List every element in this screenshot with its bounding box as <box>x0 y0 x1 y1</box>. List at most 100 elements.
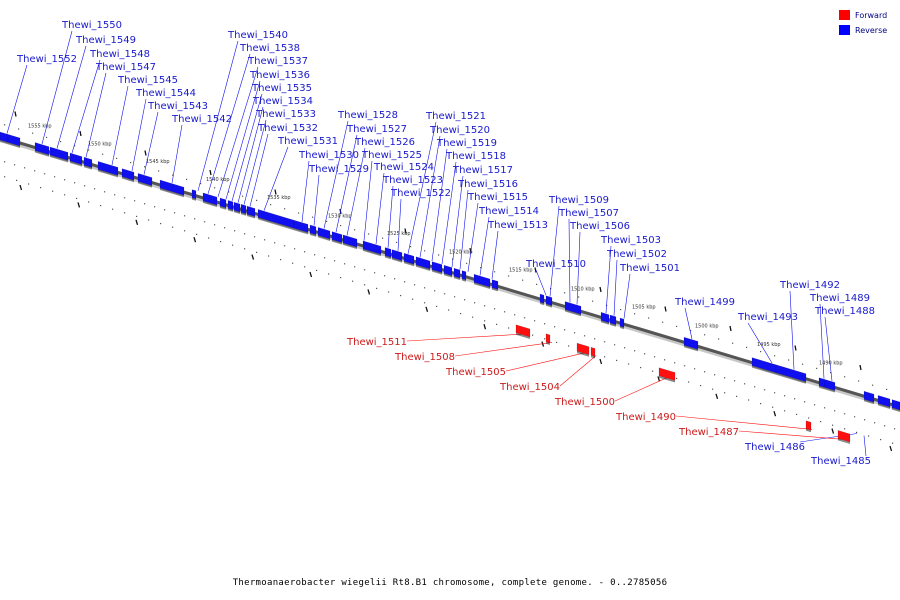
tick-dot-lower <box>112 208 114 210</box>
lower-tick <box>773 411 777 417</box>
reverse-gene-46-shade <box>878 403 890 409</box>
reverse-gene-8 <box>137 173 153 186</box>
leader-line <box>747 322 773 364</box>
tick-dot-mid <box>894 428 896 430</box>
reverse-gene-8-shade <box>138 181 152 188</box>
tick-dot-mid <box>454 296 456 298</box>
gene-label-thewi-1514: Thewi_1514 <box>478 206 539 217</box>
label-leader-lines <box>6 30 867 457</box>
gene-label-thewi-1505: Thewi_1505 <box>445 367 506 378</box>
gene-label-thewi-1515: Thewi_1515 <box>467 192 528 203</box>
tick-dot-mid <box>434 290 436 292</box>
reverse-gene-22 <box>342 234 358 248</box>
tick-dot-lower <box>472 316 474 318</box>
reverse-gene-6 <box>97 161 119 176</box>
tick-dot-mid <box>254 236 256 238</box>
reverse-gene-11 <box>202 192 218 206</box>
gene-label-thewi-1510: Thewi_1510 <box>525 259 586 270</box>
reverse-gene-27 <box>415 256 431 270</box>
leader-line <box>363 160 373 241</box>
leader-line <box>313 174 320 226</box>
tick-dot-upper <box>788 359 790 361</box>
tick-dot-mid <box>64 179 66 181</box>
tick-dot-mid <box>854 416 856 418</box>
gene-label-thewi-1548: Thewi_1548 <box>89 49 150 60</box>
gene-label-thewi-1523: Thewi_1523 <box>382 175 443 186</box>
gene-label-thewi-1485: Thewi_1485 <box>810 456 871 467</box>
tick-dot-upper <box>718 338 720 340</box>
leader-line <box>431 148 448 262</box>
tick-dot-upper <box>802 363 804 365</box>
tick-dot-upper <box>228 191 230 193</box>
tick-dot-lower <box>160 223 162 225</box>
reverse-gene-45 <box>863 390 875 403</box>
reverse-gene-10 <box>191 189 197 200</box>
tick-dot-mid <box>364 269 366 271</box>
tick-dot-mid <box>594 338 596 340</box>
gene-label-thewi-1508: Thewi_1508 <box>394 352 455 363</box>
tick-dot-mid <box>264 239 266 241</box>
tick-dot-lower <box>100 205 102 207</box>
leader-line <box>197 40 239 191</box>
reverse-gene-47-shade <box>892 407 900 412</box>
gene-label-thewi-1536: Thewi_1536 <box>249 70 310 81</box>
gene-label-thewi-1492: Thewi_1492 <box>779 280 840 291</box>
tick-dot-lower <box>628 363 630 365</box>
tick-dot-lower <box>820 421 822 423</box>
reverse-gene-24 <box>384 247 392 258</box>
tick-dot-mid <box>54 176 56 178</box>
forward-gene-5 <box>805 420 812 431</box>
reverse-gene-7-shade <box>122 176 134 183</box>
tick-dot-mid <box>474 302 476 304</box>
gene-label-thewi-1538: Thewi_1538 <box>239 43 300 54</box>
gene-label-thewi-1518: Thewi_1518 <box>445 151 506 162</box>
tick-dot-upper <box>312 216 314 218</box>
legend-swatch-reverse <box>839 25 850 35</box>
reverse-gene-35-shade <box>546 303 552 308</box>
upper-tick <box>534 267 537 273</box>
gene-label-thewi-1493: Thewi_1493 <box>737 312 798 323</box>
leader-line <box>605 245 612 314</box>
reverse-gene-30 <box>453 267 461 279</box>
tick-dot-upper <box>830 372 832 374</box>
leader-line <box>249 133 269 207</box>
gene-label-thewi-1532: Thewi_1532 <box>257 123 318 134</box>
leader-line <box>217 66 259 197</box>
tick-dot-upper <box>676 325 678 327</box>
tick-dot-lower <box>376 287 378 289</box>
reverse-gene-37 <box>600 311 610 324</box>
tick-dot-upper <box>690 330 692 332</box>
scale-label: 1535 kbp <box>267 195 291 201</box>
reverse-gene-28-shade <box>432 269 442 275</box>
reverse-gene-34-shade <box>540 302 544 306</box>
tick-dot-upper <box>732 342 734 344</box>
gene-label-thewi-1527: Thewi_1527 <box>346 124 407 135</box>
reverse-gene-26 <box>403 252 415 265</box>
reverse-gene-40-shade <box>684 345 698 352</box>
gene-label-thewi-1500: Thewi_1500 <box>554 397 615 408</box>
tick-dot-upper <box>32 132 34 134</box>
tick-dot-mid <box>814 404 816 406</box>
leader-line <box>535 269 547 296</box>
legend: Forward Reverse <box>839 10 887 35</box>
leader-line <box>237 106 264 203</box>
gene-label-thewi-1550: Thewi_1550 <box>61 20 122 31</box>
reverse-gene-12 <box>219 197 227 209</box>
tick-dot-mid <box>774 392 776 394</box>
tick-dot-upper <box>186 178 188 180</box>
tick-dot-lower <box>52 190 54 192</box>
reverse-gene-15-shade <box>241 212 246 216</box>
reverse-gene-45-shade <box>864 399 874 405</box>
forward-gene-0 <box>515 324 531 338</box>
tick-dot-upper <box>494 271 496 273</box>
tick-dot-mid <box>634 350 636 352</box>
tick-dot-mid <box>784 395 786 397</box>
reverse-gene-18 <box>293 219 309 233</box>
gene-label-thewi-1519: Thewi_1519 <box>436 138 497 149</box>
tick-dot-mid <box>484 305 486 307</box>
tick-dot-lower <box>436 305 438 307</box>
tick-dot-lower <box>316 269 318 271</box>
tick-dot-mid <box>74 182 76 184</box>
lower-tick <box>599 358 603 365</box>
reverse-gene-34 <box>539 293 545 304</box>
